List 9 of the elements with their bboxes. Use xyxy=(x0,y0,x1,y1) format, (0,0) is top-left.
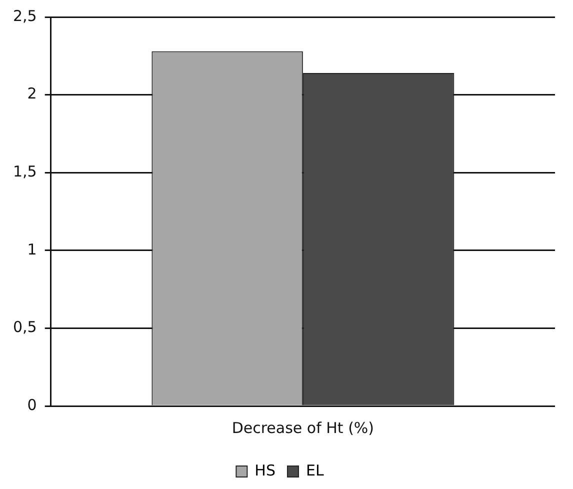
legend-label: EL xyxy=(306,461,324,480)
y-tick-label: 1 xyxy=(27,240,37,258)
y-tick-label: 2,5 xyxy=(12,6,37,25)
y-tick-label: 0,5 xyxy=(12,318,37,336)
y-tick-label: 0 xyxy=(27,396,37,414)
y-tick-label: 2 xyxy=(27,84,37,103)
y-tick-label: 1,5 xyxy=(12,162,37,180)
legend-label: HS xyxy=(254,461,276,480)
x-tick-label: Decrease of Ht (%) xyxy=(232,418,374,437)
